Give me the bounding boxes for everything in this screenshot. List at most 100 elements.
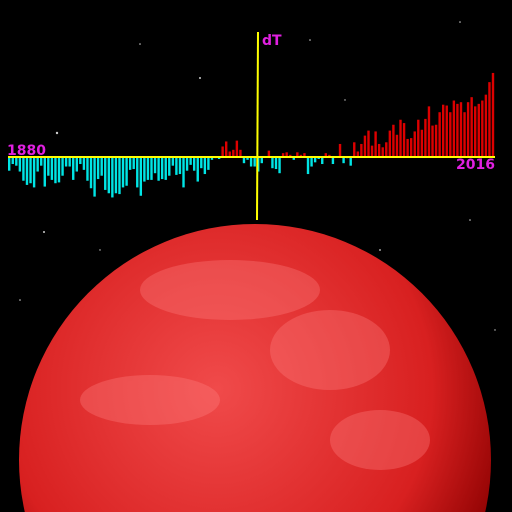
- bar: [491, 72, 495, 158]
- bar: [353, 142, 356, 158]
- bar: [72, 157, 75, 180]
- bar: [57, 157, 61, 183]
- bar: [168, 157, 171, 176]
- bar: [54, 157, 57, 184]
- bar: [331, 157, 335, 165]
- bar: [281, 153, 285, 158]
- bar: [420, 129, 424, 158]
- bars: [8, 72, 495, 198]
- bar: [310, 157, 313, 167]
- bar: [68, 157, 71, 167]
- bar: [121, 157, 125, 188]
- bar: [374, 131, 377, 158]
- bar: [363, 135, 367, 158]
- bar: [43, 157, 46, 187]
- bar: [456, 103, 459, 158]
- bar: [292, 157, 295, 160]
- bar: [424, 118, 427, 158]
- bar: [192, 157, 196, 171]
- bar: [267, 150, 271, 158]
- bar: [171, 157, 175, 166]
- bar: [242, 157, 246, 164]
- bar: [417, 119, 420, 158]
- bar: [93, 157, 96, 197]
- bar: [392, 124, 395, 158]
- bar: [132, 157, 135, 170]
- bar: [484, 94, 488, 158]
- bar: [29, 157, 32, 184]
- bar: [253, 157, 256, 167]
- bar: [178, 157, 182, 175]
- clouds: [80, 260, 430, 470]
- bar: [296, 152, 299, 158]
- bar: [313, 157, 317, 163]
- bar: [118, 157, 121, 195]
- x-tick-label: 2016: [456, 157, 495, 173]
- bar: [324, 153, 328, 158]
- x-tick-label: 1880: [7, 143, 46, 159]
- bar: [246, 157, 249, 160]
- bar: [164, 157, 167, 180]
- bar: [360, 143, 363, 158]
- bar: [409, 138, 413, 158]
- bar: [271, 157, 274, 169]
- bar: [157, 157, 160, 181]
- bar: [25, 157, 29, 185]
- bar: [146, 157, 150, 180]
- bar: [356, 151, 360, 158]
- bar: [459, 102, 463, 158]
- bar: [96, 157, 100, 180]
- bar: [8, 157, 11, 171]
- bar: [196, 157, 199, 182]
- bar: [150, 157, 153, 180]
- bar: [64, 157, 68, 167]
- bar: [32, 157, 36, 188]
- bar: [40, 157, 43, 166]
- bar: [89, 157, 93, 189]
- bar: [228, 151, 231, 158]
- bar: [86, 157, 89, 181]
- bar: [203, 157, 207, 175]
- stars: [19, 21, 496, 331]
- planet: [19, 224, 491, 512]
- bar: [224, 141, 228, 158]
- bar: [36, 157, 39, 172]
- bar: [249, 157, 253, 167]
- bar: [153, 157, 157, 174]
- bar: [306, 157, 310, 175]
- bar: [260, 157, 263, 164]
- bar: [210, 157, 214, 160]
- bar: [100, 157, 103, 176]
- bar: [388, 130, 392, 158]
- bar: [385, 142, 388, 158]
- bar: [136, 157, 139, 188]
- bar: [15, 157, 18, 166]
- bar: [175, 157, 178, 175]
- bar: [79, 157, 82, 165]
- bar: [488, 82, 491, 158]
- bar: [128, 157, 132, 170]
- bar: [381, 147, 384, 158]
- bar: [431, 125, 434, 158]
- bar: [221, 146, 224, 158]
- bar: [349, 157, 352, 166]
- y-axis: [256, 31, 259, 221]
- bar: [370, 145, 374, 158]
- bar: [445, 105, 448, 158]
- bar: [477, 103, 480, 158]
- bar: [185, 157, 189, 171]
- bar: [449, 112, 452, 158]
- bar: [182, 157, 185, 188]
- bar: [50, 157, 54, 180]
- bar: [367, 130, 370, 158]
- bar: [217, 157, 221, 160]
- bar: [107, 157, 111, 194]
- bar: [114, 157, 118, 194]
- bar: [274, 157, 278, 170]
- bar: [207, 157, 210, 170]
- bar: [470, 97, 473, 158]
- bar: [200, 157, 203, 169]
- bar: [402, 123, 406, 158]
- bar: [61, 157, 64, 176]
